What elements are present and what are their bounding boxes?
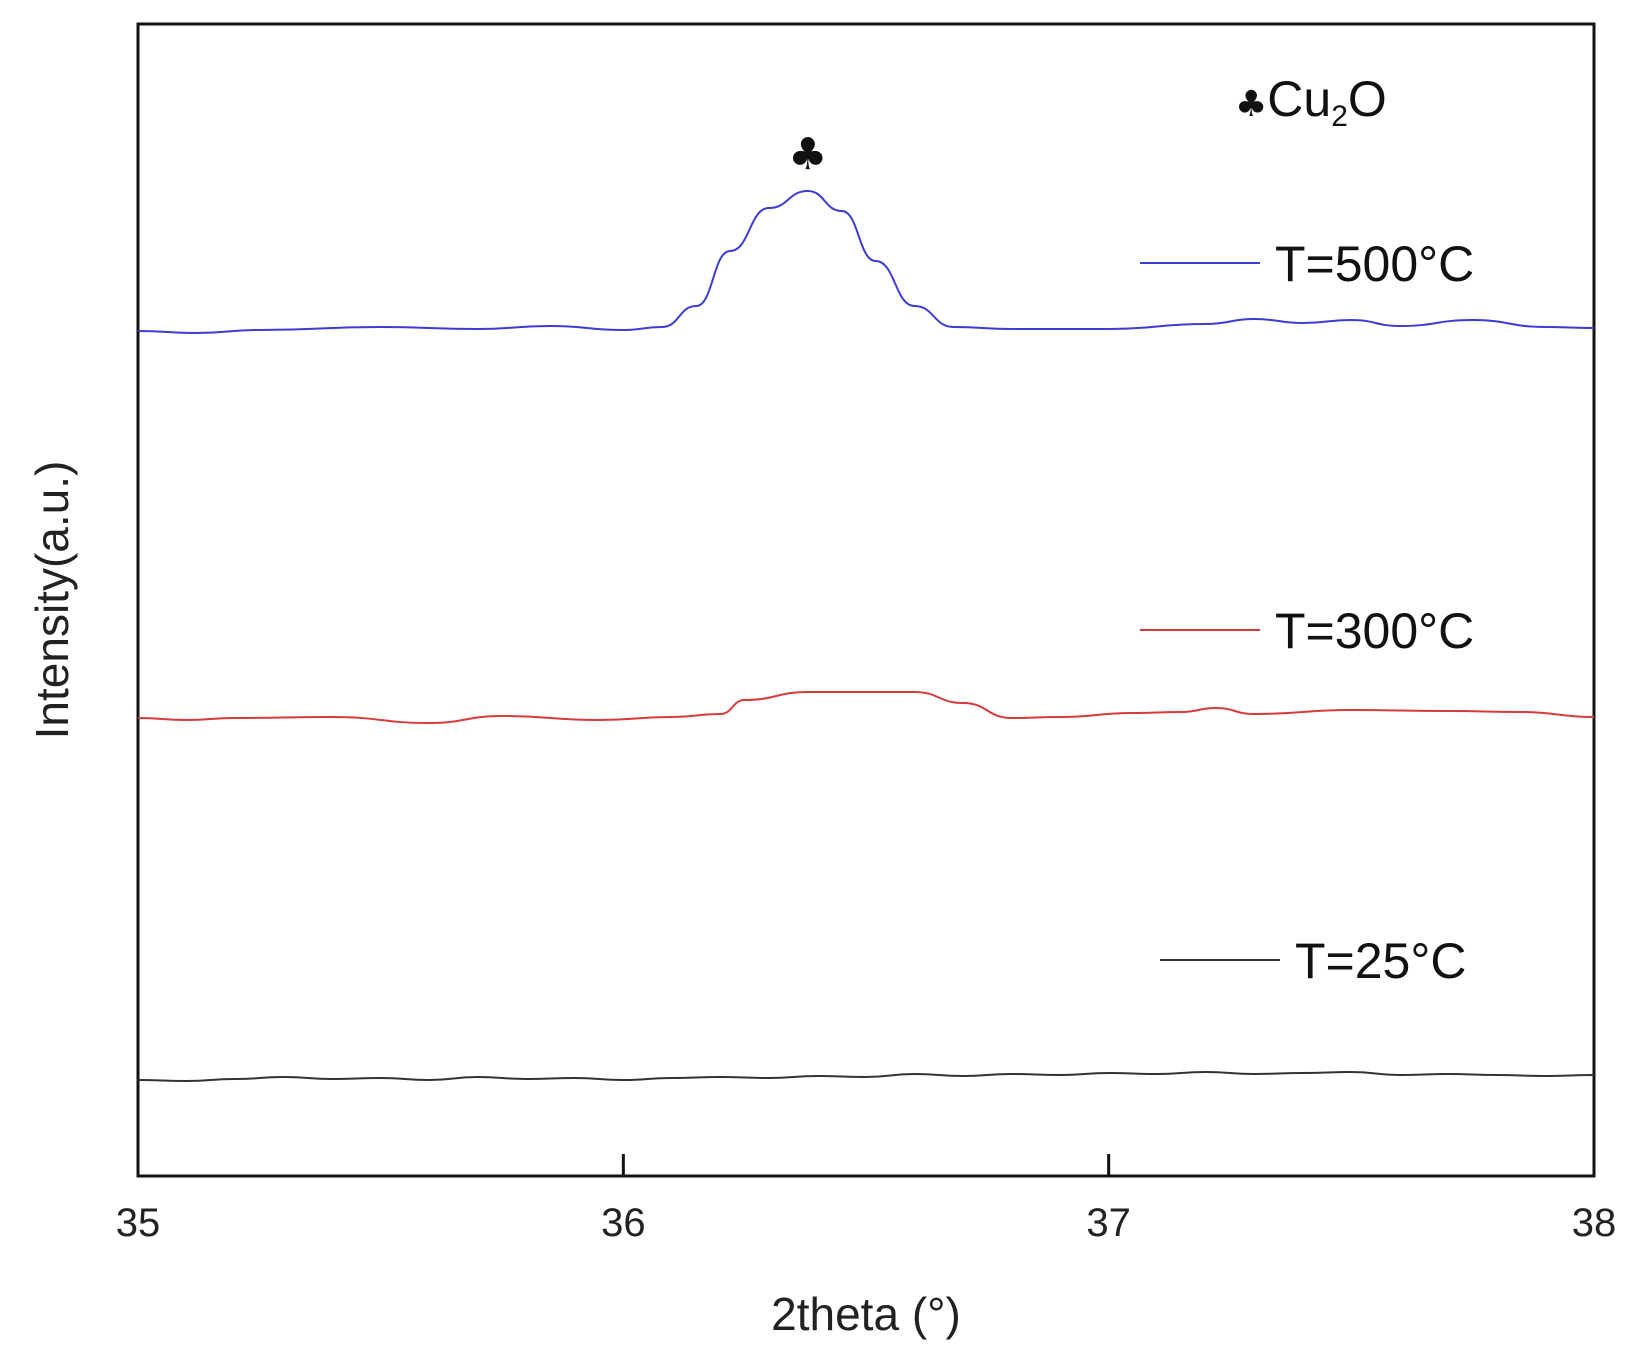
cu2o-annotation-symbol: ♣ <box>1235 84 1267 125</box>
legend-label: T=500°C <box>1275 236 1474 292</box>
plot-frame <box>136 22 1596 1178</box>
legend-label: T=25°C <box>1295 933 1466 989</box>
x-tick-label: 37 <box>1086 1201 1131 1245</box>
series-line-T=25°C <box>137 1070 1595 1083</box>
legend: T=500°C T=300°C T=25°C <box>1140 236 1474 989</box>
series-layer <box>137 189 1595 1083</box>
x-tick-label: 36 <box>601 1201 646 1245</box>
x-tick-label: 38 <box>1572 1201 1617 1245</box>
y-axis-title: Intensity(a.u.) <box>26 461 78 740</box>
series-line-T=500°C <box>137 189 1595 335</box>
series-line-T=300°C <box>137 691 1595 725</box>
cu2o-annotation-sub: 2 <box>1331 100 1348 133</box>
x-axis-title: 2theta (°) <box>771 1288 961 1340</box>
cu2o-annotation-o: O <box>1348 71 1387 127</box>
cu2o-peak-marker: ♣ <box>788 129 827 180</box>
cu2o-annotation: ♣Cu2O <box>1235 71 1387 133</box>
cu2o-annotation-cu: Cu <box>1267 71 1331 127</box>
x-tick-label: 35 <box>116 1201 161 1245</box>
x-axis-ticks: 35 36 37 38 <box>116 1154 1617 1245</box>
legend-label: T=300°C <box>1275 603 1474 659</box>
